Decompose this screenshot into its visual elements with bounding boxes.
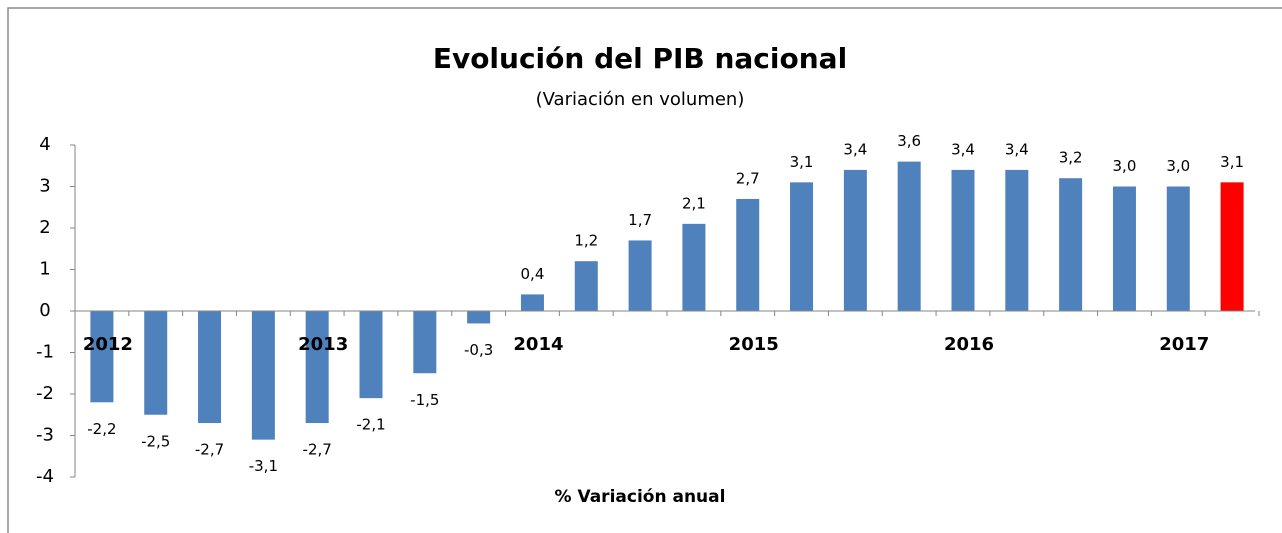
value-label: 0,4 <box>521 265 545 283</box>
value-label: 3,6 <box>897 132 921 150</box>
x-tick-label: 2012 <box>83 334 133 355</box>
bar <box>843 169 867 311</box>
bar <box>198 311 222 424</box>
x-tick-label: 2015 <box>729 334 779 355</box>
value-label: -2,7 <box>303 441 332 459</box>
bar <box>1166 186 1190 311</box>
x-tick-label: 2017 <box>1159 334 1209 355</box>
value-label: 3,1 <box>790 153 814 171</box>
value-label: -2,7 <box>195 441 224 459</box>
x-tick-label: 2013 <box>298 334 348 355</box>
bar <box>413 311 437 374</box>
value-label: 1,7 <box>628 211 652 229</box>
bar <box>251 311 275 440</box>
value-label: 3,2 <box>1059 149 1083 167</box>
y-tick-label: 0 <box>39 300 50 321</box>
y-tick-label: 4 <box>39 134 50 155</box>
bar <box>359 311 383 399</box>
bar <box>682 223 706 311</box>
value-label: -2,2 <box>87 420 116 438</box>
chart-title: Evolución del PIB nacional <box>433 42 847 75</box>
bar <box>951 169 975 311</box>
bar <box>574 261 598 311</box>
bar <box>1005 169 1029 311</box>
bar <box>736 198 760 311</box>
value-label: 3,0 <box>1166 157 1190 175</box>
y-tick-label: -4 <box>36 466 54 487</box>
y-tick-label: 3 <box>39 176 50 197</box>
value-label: 3,4 <box>951 140 975 158</box>
bar <box>520 294 544 311</box>
value-label: 3,0 <box>1113 157 1137 175</box>
y-tick-label: 1 <box>39 259 50 280</box>
y-tick-label: -3 <box>36 425 54 446</box>
value-label: -0,3 <box>464 341 493 359</box>
value-label: -2,5 <box>141 432 170 450</box>
x-axis-title: % Variación anual <box>555 487 726 507</box>
bar <box>467 311 491 324</box>
value-label: 1,2 <box>574 232 598 250</box>
value-label: 2,7 <box>736 169 760 187</box>
y-tick-label: -2 <box>36 383 54 404</box>
x-tick-label: 2016 <box>944 334 994 355</box>
chart-border <box>7 7 1282 533</box>
bar <box>790 182 814 311</box>
bar <box>1059 178 1083 311</box>
bar <box>897 161 921 311</box>
value-label: -2,1 <box>356 416 385 434</box>
y-tick-label: 2 <box>39 217 50 238</box>
bar <box>628 240 652 311</box>
value-label: -3,1 <box>249 457 278 475</box>
bar <box>305 311 329 424</box>
value-label: 2,1 <box>682 194 706 212</box>
bar <box>1112 186 1136 311</box>
bar <box>90 311 114 403</box>
bar <box>1220 182 1244 311</box>
y-tick-label: -1 <box>36 342 54 363</box>
x-tick-label: 2014 <box>513 334 563 355</box>
value-label: 3,4 <box>1005 140 1029 158</box>
chart-subtitle: (Variación en volumen) <box>536 89 745 110</box>
bar <box>144 311 168 415</box>
value-label: 3,1 <box>1220 153 1244 171</box>
value-label: 3,4 <box>843 140 867 158</box>
value-label: -1,5 <box>410 391 439 409</box>
